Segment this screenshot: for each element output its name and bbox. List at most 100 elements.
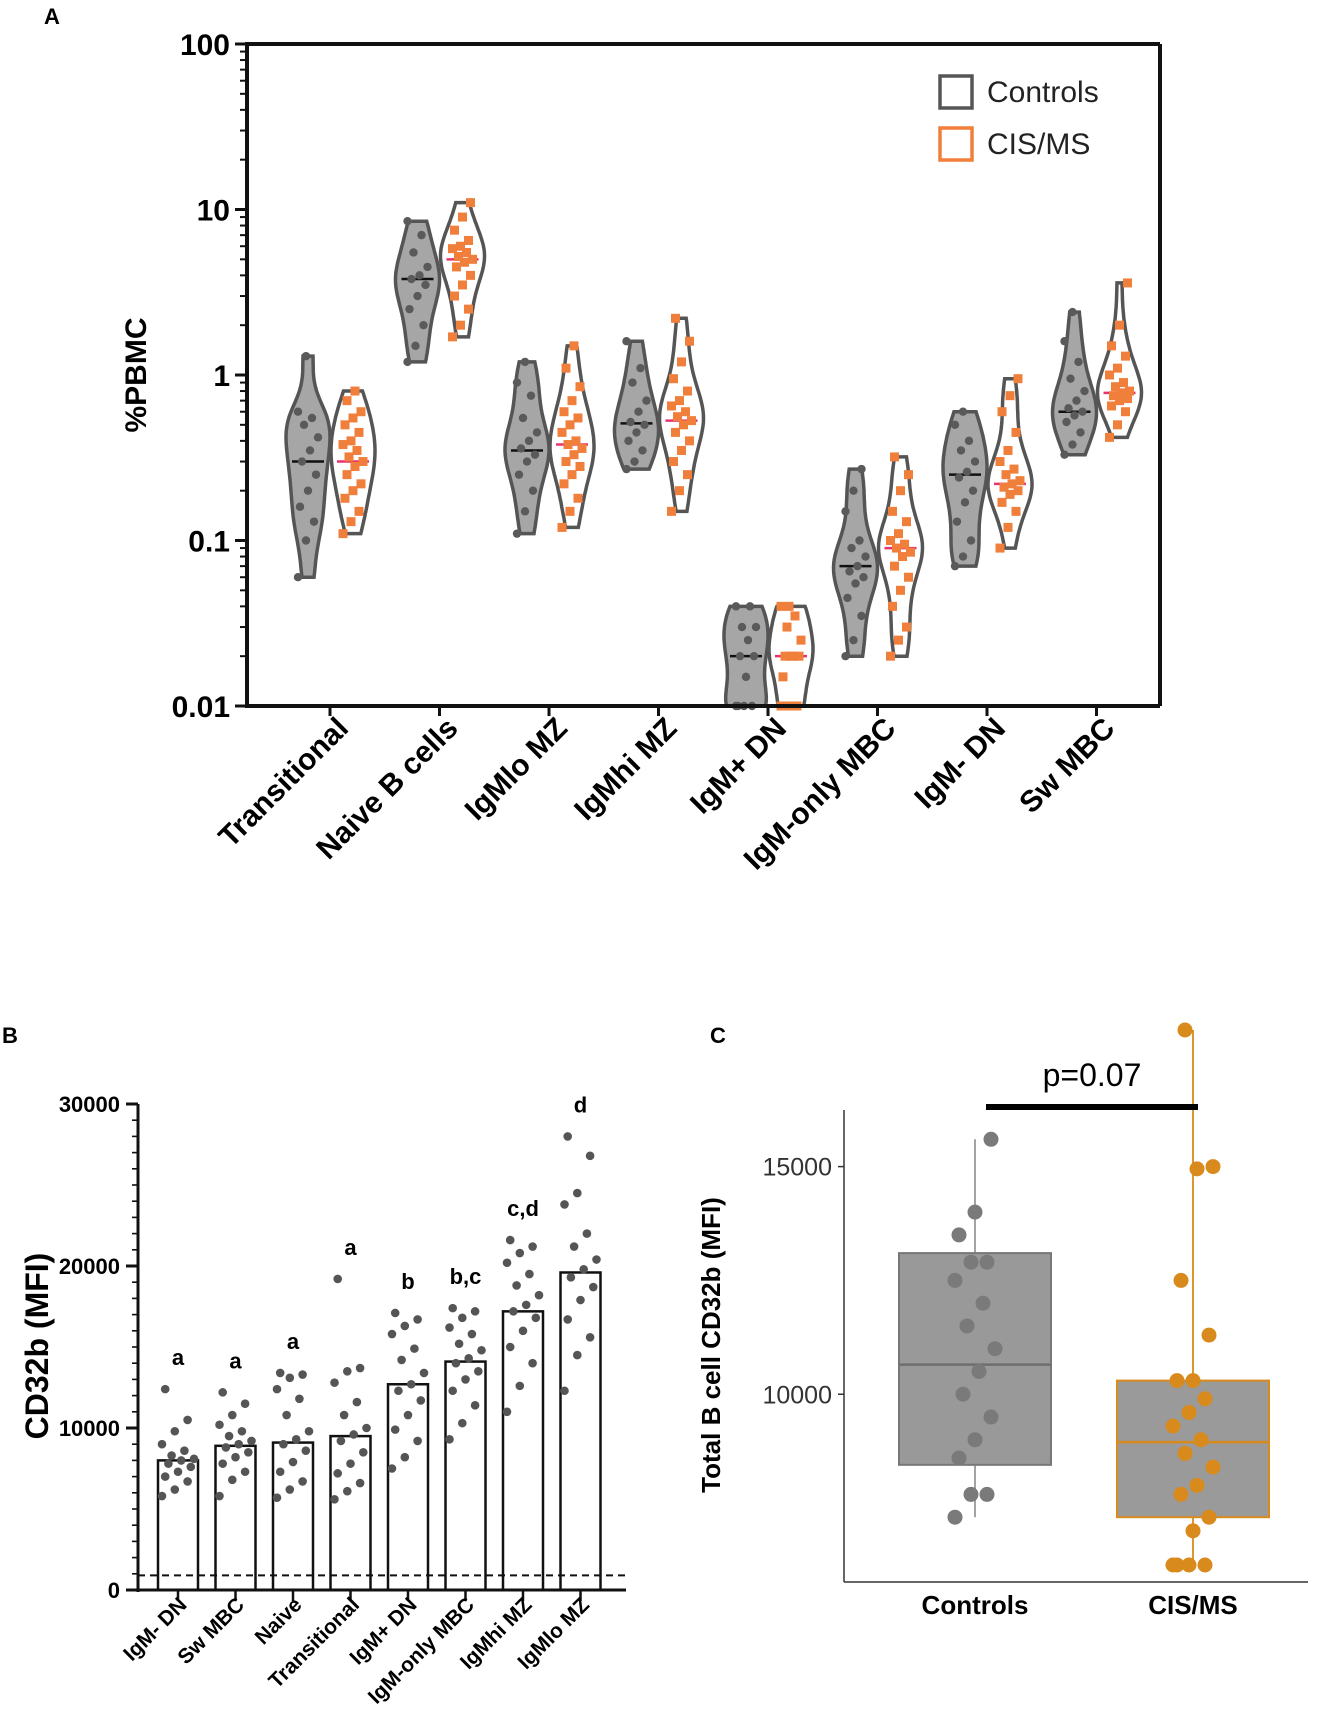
data-point-transitional bbox=[359, 1448, 368, 1457]
data-point-cis-ms bbox=[458, 280, 467, 290]
category-label-cis-ms: CIS/MS bbox=[1148, 1590, 1238, 1620]
data-point-cis-ms bbox=[569, 341, 579, 351]
data-point-naive bbox=[291, 1435, 301, 1444]
data-point-controls bbox=[743, 635, 753, 645]
data-point-cis-ms bbox=[888, 601, 897, 611]
panel-c-boxes bbox=[898, 1022, 1270, 1573]
data-point-controls bbox=[968, 486, 978, 495]
data-point-cis-ms bbox=[1125, 386, 1134, 396]
data-point-controls bbox=[297, 457, 307, 466]
data-point-cis-ms bbox=[794, 651, 804, 661]
data-point-controls bbox=[295, 502, 305, 511]
data-point-controls bbox=[841, 651, 850, 661]
data-point-controls bbox=[861, 552, 870, 561]
data-point-cis-ms bbox=[679, 420, 688, 430]
bar-igm-only-mbc bbox=[444, 1360, 487, 1592]
data-point-igm-dn bbox=[419, 1368, 429, 1378]
data-point-cis-ms bbox=[1111, 382, 1120, 392]
data-point-controls bbox=[411, 341, 420, 351]
panel-a-y-tick-label: 0.1 bbox=[188, 526, 230, 559]
data-point-controls bbox=[421, 280, 430, 290]
category-label-naive: Naive bbox=[251, 1593, 307, 1649]
data-point-cis-ms bbox=[1169, 1557, 1185, 1573]
data-point-cis-ms bbox=[573, 413, 583, 423]
data-point-cis-ms bbox=[1201, 1327, 1217, 1343]
data-point-controls bbox=[749, 651, 759, 661]
data-point-controls bbox=[413, 291, 422, 301]
data-point-igmlo-mz bbox=[560, 1200, 569, 1209]
data-point-cis-ms bbox=[1005, 391, 1015, 401]
data-point-controls bbox=[632, 428, 641, 437]
data-point-controls bbox=[526, 391, 536, 400]
data-point-naive bbox=[275, 1368, 285, 1378]
data-point-igm-dn bbox=[173, 1467, 183, 1477]
data-point-igmlo-mz bbox=[573, 1350, 582, 1360]
data-point-cis-ms bbox=[338, 529, 348, 539]
data-point-controls bbox=[849, 635, 858, 645]
data-point-igm-dn bbox=[170, 1485, 180, 1494]
data-point-igm-dn bbox=[390, 1425, 400, 1434]
data-point-igmhi-mz bbox=[521, 1300, 531, 1310]
data-point-cis-ms bbox=[1173, 1272, 1189, 1288]
data-point-cis-ms bbox=[1003, 445, 1013, 455]
data-point-igmhi-mz bbox=[534, 1290, 544, 1300]
data-point-controls bbox=[524, 436, 534, 446]
data-point-igm-dn bbox=[394, 1386, 403, 1396]
data-point-controls bbox=[514, 470, 524, 479]
data-point-cis-ms bbox=[354, 427, 364, 437]
panel-b-y-label: CD32b (MFI) bbox=[19, 1253, 55, 1440]
data-point-cis-ms bbox=[577, 443, 587, 453]
data-point-controls bbox=[624, 436, 633, 446]
data-point-naive bbox=[285, 1485, 295, 1494]
data-point-cis-ms bbox=[565, 506, 575, 516]
violin-cis-ms-sw-mbc bbox=[1095, 281, 1144, 440]
data-point-controls bbox=[311, 470, 321, 479]
data-point-controls bbox=[963, 1254, 979, 1270]
bar-igmhi-mz bbox=[501, 1310, 545, 1592]
data-point-controls bbox=[855, 536, 864, 545]
data-point-naive bbox=[288, 1457, 298, 1467]
panel-b-y-tick-label: 0 bbox=[108, 1578, 120, 1603]
data-point-cis-ms bbox=[683, 470, 692, 480]
data-point-cis-ms bbox=[1117, 388, 1126, 398]
significance-letter-igmhi-mz: c,d bbox=[507, 1196, 539, 1221]
data-point-sw-mbc bbox=[234, 1439, 243, 1449]
data-point-cis-ms bbox=[1105, 432, 1114, 442]
data-point-igmhi-mz bbox=[531, 1313, 541, 1323]
data-point-cis-ms bbox=[344, 452, 354, 462]
panel-b-y-tick-label: 10000 bbox=[59, 1416, 120, 1441]
data-point-transitional bbox=[355, 1363, 365, 1373]
data-point-cis-ms bbox=[563, 440, 573, 450]
data-point-igm-dn bbox=[400, 1321, 410, 1331]
data-point-controls bbox=[751, 622, 761, 632]
data-point-cis-ms bbox=[342, 396, 352, 406]
data-point-naive bbox=[295, 1394, 304, 1404]
data-point-igm-only-mbc bbox=[470, 1401, 480, 1410]
data-point-controls bbox=[955, 1386, 971, 1402]
data-point-controls bbox=[958, 552, 968, 561]
data-point-sw-mbc bbox=[237, 1426, 247, 1436]
data-point-igm-dn bbox=[164, 1459, 173, 1468]
data-point-cis-ms bbox=[997, 497, 1007, 507]
data-point-controls bbox=[952, 517, 962, 526]
data-point-igm-dn bbox=[157, 1439, 167, 1449]
data-point-controls bbox=[847, 543, 856, 553]
panel-c-y-tick-label: 10000 bbox=[762, 1381, 832, 1409]
data-point-controls bbox=[293, 573, 303, 582]
data-point-controls bbox=[532, 428, 542, 437]
data-point-cis-ms bbox=[1177, 1445, 1193, 1461]
data-point-igmlo-mz bbox=[585, 1332, 595, 1342]
data-point-sw-mbc bbox=[218, 1388, 227, 1397]
data-point-igm-dn bbox=[410, 1344, 419, 1353]
data-point-cis-ms bbox=[450, 225, 459, 235]
data-point-igmlo-mz bbox=[563, 1315, 572, 1324]
data-point-cis-ms bbox=[671, 313, 680, 323]
data-point-sw-mbc bbox=[215, 1420, 224, 1430]
data-point-controls bbox=[628, 378, 637, 387]
data-point-cis-ms bbox=[454, 252, 463, 262]
data-point-controls bbox=[1080, 386, 1089, 396]
significance-letter-sw-mbc: a bbox=[229, 1348, 242, 1373]
data-point-cis-ms bbox=[902, 622, 911, 632]
data-point-cis-ms bbox=[902, 517, 911, 527]
